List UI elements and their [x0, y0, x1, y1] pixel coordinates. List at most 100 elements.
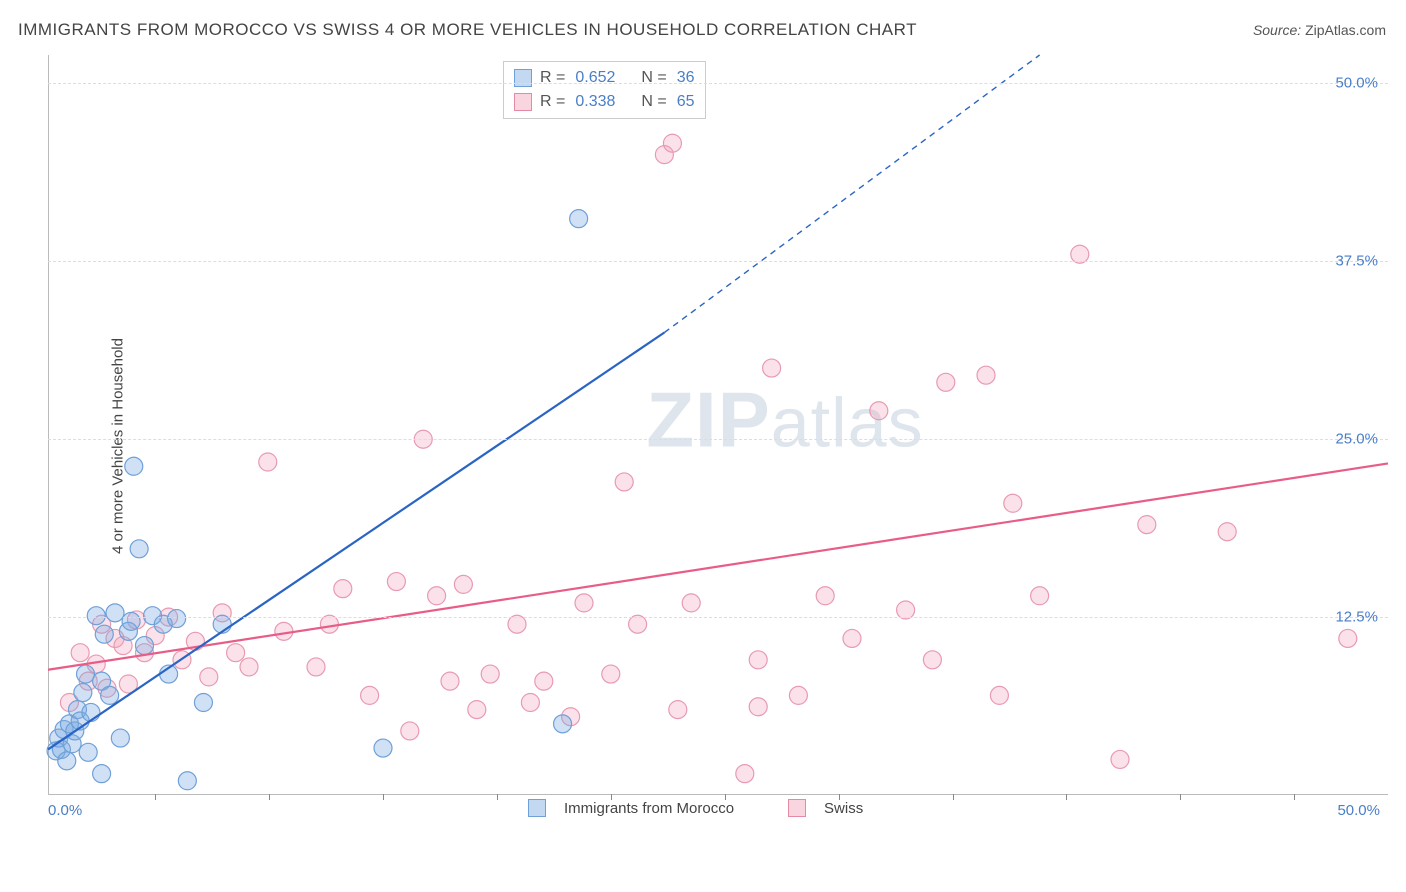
point-swiss	[468, 701, 486, 719]
point-swiss	[441, 672, 459, 690]
x-tick	[611, 794, 612, 800]
point-swiss	[307, 658, 325, 676]
point-swiss	[259, 453, 277, 471]
point-swiss	[387, 573, 405, 591]
point-morocco	[101, 686, 119, 704]
point-swiss	[1004, 494, 1022, 512]
swatch-pink-icon	[788, 799, 806, 817]
grid-line	[48, 261, 1388, 262]
point-swiss	[275, 622, 293, 640]
point-morocco	[74, 684, 92, 702]
point-swiss	[602, 665, 620, 683]
source-label: Source:	[1253, 22, 1301, 38]
point-morocco	[111, 729, 129, 747]
point-morocco	[178, 772, 196, 790]
point-morocco	[77, 665, 95, 683]
point-swiss	[843, 629, 861, 647]
x-tick	[953, 794, 954, 800]
x-min-label: 0.0%	[48, 802, 82, 819]
grid-line	[48, 83, 1388, 84]
point-swiss	[521, 694, 539, 712]
grid-line	[48, 617, 1388, 618]
point-morocco	[194, 694, 212, 712]
point-swiss	[1138, 516, 1156, 534]
point-swiss	[240, 658, 258, 676]
point-morocco	[79, 743, 97, 761]
chart-title: IMMIGRANTS FROM MOROCCO VS SWISS 4 OR MO…	[18, 20, 917, 40]
point-swiss	[937, 373, 955, 391]
point-swiss	[71, 644, 89, 662]
stats-legend-box: R = 0.652 N = 36 R = 0.338 N = 65	[503, 61, 706, 119]
point-swiss	[749, 651, 767, 669]
x-tick	[155, 794, 156, 800]
point-swiss	[227, 644, 245, 662]
trend-line-morocco-extrapolated	[664, 55, 1039, 333]
legend-row-morocco: R = 0.652 N = 36	[514, 66, 695, 90]
point-swiss	[682, 594, 700, 612]
chart-area: ZIPatlas R = 0.652 N = 36 R = 0.338 N = …	[48, 55, 1388, 815]
point-morocco	[135, 637, 153, 655]
point-swiss	[749, 698, 767, 716]
x-tick	[269, 794, 270, 800]
point-morocco	[58, 752, 76, 770]
series-legend: Immigrants from Morocco Swiss	[528, 799, 863, 817]
legend-row-swiss: R = 0.338 N = 65	[514, 90, 695, 114]
point-swiss	[361, 686, 379, 704]
legend-swiss-label: Swiss	[824, 800, 863, 817]
point-swiss	[1031, 587, 1049, 605]
point-swiss	[923, 651, 941, 669]
point-morocco	[168, 610, 186, 628]
point-morocco	[570, 210, 588, 228]
point-morocco	[106, 604, 124, 622]
swatch-blue-icon	[528, 799, 546, 817]
point-morocco	[87, 607, 105, 625]
point-swiss	[669, 701, 687, 719]
point-swiss	[1218, 523, 1236, 541]
point-morocco	[122, 612, 140, 630]
n-value-swiss: 65	[677, 93, 695, 111]
point-swiss	[1111, 750, 1129, 768]
point-morocco	[554, 715, 572, 733]
point-swiss	[401, 722, 419, 740]
point-swiss	[200, 668, 218, 686]
x-max-label: 50.0%	[1337, 802, 1380, 819]
x-tick	[725, 794, 726, 800]
x-tick	[1294, 794, 1295, 800]
y-tick-label: 25.0%	[1335, 431, 1378, 448]
point-swiss	[816, 587, 834, 605]
y-tick-label: 50.0%	[1335, 75, 1378, 92]
grid-line	[48, 439, 1388, 440]
point-morocco	[374, 739, 392, 757]
x-tick	[839, 794, 840, 800]
point-swiss	[481, 665, 499, 683]
point-morocco	[82, 703, 100, 721]
point-swiss	[428, 587, 446, 605]
point-swiss	[870, 402, 888, 420]
point-swiss	[736, 765, 754, 783]
r-value-swiss: 0.338	[575, 93, 615, 111]
point-morocco	[125, 457, 143, 475]
legend-morocco-label: Immigrants from Morocco	[564, 800, 734, 817]
point-morocco	[93, 765, 111, 783]
swatch-pink-icon	[514, 93, 532, 111]
point-swiss	[454, 575, 472, 593]
point-swiss	[535, 672, 553, 690]
x-tick	[497, 794, 498, 800]
r-label: R =	[540, 93, 565, 111]
y-tick-label: 12.5%	[1335, 609, 1378, 626]
point-swiss	[615, 473, 633, 491]
point-morocco	[95, 625, 113, 643]
point-swiss	[575, 594, 593, 612]
y-tick-label: 37.5%	[1335, 253, 1378, 270]
point-swiss	[990, 686, 1008, 704]
scatter-plot-svg	[48, 55, 1388, 795]
point-morocco	[130, 540, 148, 558]
source-attribution: Source: ZipAtlas.com	[1253, 22, 1386, 38]
point-swiss	[1339, 629, 1357, 647]
point-swiss	[663, 134, 681, 152]
x-tick	[383, 794, 384, 800]
source-value: ZipAtlas.com	[1305, 22, 1386, 38]
x-tick	[1066, 794, 1067, 800]
point-swiss	[334, 580, 352, 598]
trend-line-swiss	[48, 463, 1388, 669]
